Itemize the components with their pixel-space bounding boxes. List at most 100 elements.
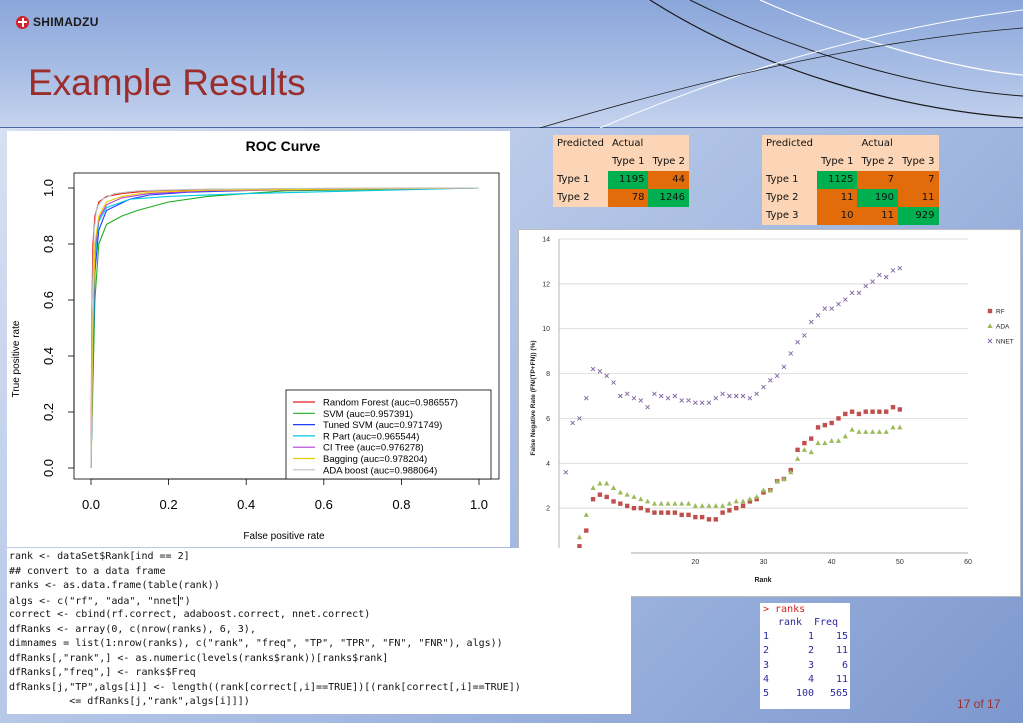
cm2-actual-header: Actual xyxy=(861,138,893,149)
fnr-point-rf xyxy=(863,409,868,414)
roc-legend-label: Tuned SVM (auc=0.971749) xyxy=(323,420,442,431)
roc-curve-chart: ROC Curve 0.0 0.2 0.4 0.6 0.8 1.0 0.0 0.2 0.4 0.6… xyxy=(7,131,510,547)
false-negative-rate-chart: 024681012140102030405060 Rank False Nega… xyxy=(518,229,1021,597)
console-row-index: 2 xyxy=(763,645,770,657)
fnr-point-rf xyxy=(829,420,834,426)
fnr-point-ada xyxy=(713,503,719,508)
slide-title: Example Results xyxy=(28,62,306,103)
fnr-legend-label: ADA xyxy=(996,324,1010,331)
fnr-point-nnet xyxy=(597,369,603,374)
console-row-index: 3 xyxy=(763,659,770,671)
fnr-point-nnet xyxy=(883,274,889,280)
fnr-point-nnet xyxy=(577,416,582,421)
fnr-point-rf xyxy=(672,510,678,515)
roc-y-tick-label: 1.0 xyxy=(41,179,56,197)
fnr-point-ada xyxy=(699,503,705,508)
fnr-point-nnet xyxy=(713,395,719,401)
fnr-point-ada xyxy=(706,503,712,508)
fnr-point-ada xyxy=(720,503,726,508)
roc-series-line xyxy=(90,187,480,469)
fnr-point-nnet xyxy=(570,420,575,426)
fnr-point-ada xyxy=(883,429,889,434)
fnr-point-rf xyxy=(740,503,746,509)
fnr-point-ada xyxy=(617,489,623,495)
r-console-output: > ranks rank Freq 1 1 15 2 2 11 3 3 6 4 4 11 5 100 565 xyxy=(760,603,850,709)
cm2-row-label: Type 3 xyxy=(766,210,799,221)
console-cell: 3 xyxy=(807,659,814,671)
cm2-col-type1: Type 1 xyxy=(820,156,854,167)
fnr-point-rf xyxy=(693,514,698,520)
roc-x-tick-label: 0.0 xyxy=(82,497,100,512)
fnr-point-rf xyxy=(856,411,862,417)
fnr-point-rf xyxy=(706,517,712,522)
fnr-point-ada xyxy=(754,494,760,499)
fnr-point-rf xyxy=(822,422,828,428)
fnr-x-tick-label: 30 xyxy=(760,559,768,566)
fnr-point-nnet xyxy=(815,312,821,318)
confusion-matrix-three-class: Predicted Actual Type 1 Type 2 Type 3 Ty… xyxy=(762,135,939,225)
fnr-point-rf xyxy=(754,496,759,502)
fnr-ylabel: False Negative Rate (FN/(TP+FN)) (%) xyxy=(530,340,537,455)
console-cell: 4 xyxy=(807,673,814,685)
fnr-point-rf xyxy=(720,510,725,515)
fnr-point-nnet xyxy=(877,272,882,278)
fnr-point-rf xyxy=(877,409,882,414)
fnr-point-ada xyxy=(733,498,739,504)
cm1-row-label: Type 2 xyxy=(557,192,590,203)
shimadzu-logo-icon xyxy=(16,15,29,29)
fnr-point-nnet xyxy=(836,301,841,307)
fnr-point-rf xyxy=(611,499,616,504)
fnr-point-ada xyxy=(685,500,692,506)
fnr-point-nnet xyxy=(754,391,760,397)
roc-x-tick-label: 0.8 xyxy=(392,497,410,512)
fnr-point-ada xyxy=(610,485,617,490)
cm1-cell: 44 xyxy=(648,171,689,189)
fnr-x-tick-label: 60 xyxy=(964,559,972,566)
code-line: dfRanks[,"rank",] <- as.numeric(levels(r… xyxy=(9,652,389,664)
cm1-actual-header: Actual xyxy=(611,138,644,149)
fnr-y-tick-label: 8 xyxy=(546,371,550,378)
code-line: dimnames = list(1:nrow(ranks), c("rank",… xyxy=(9,638,503,649)
fnr-point-rf xyxy=(870,409,875,414)
fnr-y-tick-label: 4 xyxy=(546,461,550,468)
fnr-point-nnet xyxy=(781,364,787,370)
fnr-point-nnet xyxy=(652,391,657,397)
fnr-point-rf xyxy=(686,512,691,518)
console-cell: 6 xyxy=(841,659,848,671)
fnr-y-tick-label: 10 xyxy=(542,326,550,333)
fnr-point-ada xyxy=(815,440,821,446)
fnr-point-rf xyxy=(584,528,589,533)
fnr-point-ada xyxy=(788,469,794,475)
fnr-point-ada xyxy=(794,456,801,461)
fnr-y-tick-label: 6 xyxy=(546,416,550,423)
fnr-point-rf xyxy=(890,405,896,410)
roc-y-tick-label: 0.0 xyxy=(41,459,56,477)
cm1-blank xyxy=(553,153,608,171)
fnr-point-ada xyxy=(808,449,814,455)
fnr-point-rf xyxy=(631,505,637,511)
cm2-cell: 11 xyxy=(857,207,898,225)
fnr-legend-marker xyxy=(987,323,993,328)
code-line: ranks <- as.data.frame(table(rank)) xyxy=(9,580,220,591)
roc-y-tick-label: 0.8 xyxy=(41,235,56,253)
cm1-cell: 78 xyxy=(607,189,649,207)
fnr-legend-label: RF xyxy=(996,309,1005,316)
fnr-y-tick-label: 2 xyxy=(546,506,550,513)
fnr-point-nnet xyxy=(693,400,698,406)
cm2-cell: 7 xyxy=(857,171,898,189)
fnr-point-rf xyxy=(597,492,603,497)
fnr-point-nnet xyxy=(761,384,766,390)
fnr-point-nnet xyxy=(686,398,691,403)
code-line: algs <- c("rf", "ada", "nnet") xyxy=(9,594,191,607)
fnr-point-ada xyxy=(658,500,664,506)
roc-x-tick-label: 0.6 xyxy=(315,497,333,512)
fnr-point-ada xyxy=(665,500,671,506)
fnr-point-ada xyxy=(767,487,773,493)
code-line: rank <- dataSet$Rank[ind == 2] xyxy=(9,551,190,562)
fnr-point-rf xyxy=(618,501,623,506)
fnr-point-nnet xyxy=(590,366,596,372)
fnr-point-nnet xyxy=(733,393,739,399)
console-cell: 15 xyxy=(835,631,848,642)
roc-x-tick-label: 0.2 xyxy=(160,497,178,512)
cm1-predicted-header: Predicted xyxy=(557,138,604,149)
